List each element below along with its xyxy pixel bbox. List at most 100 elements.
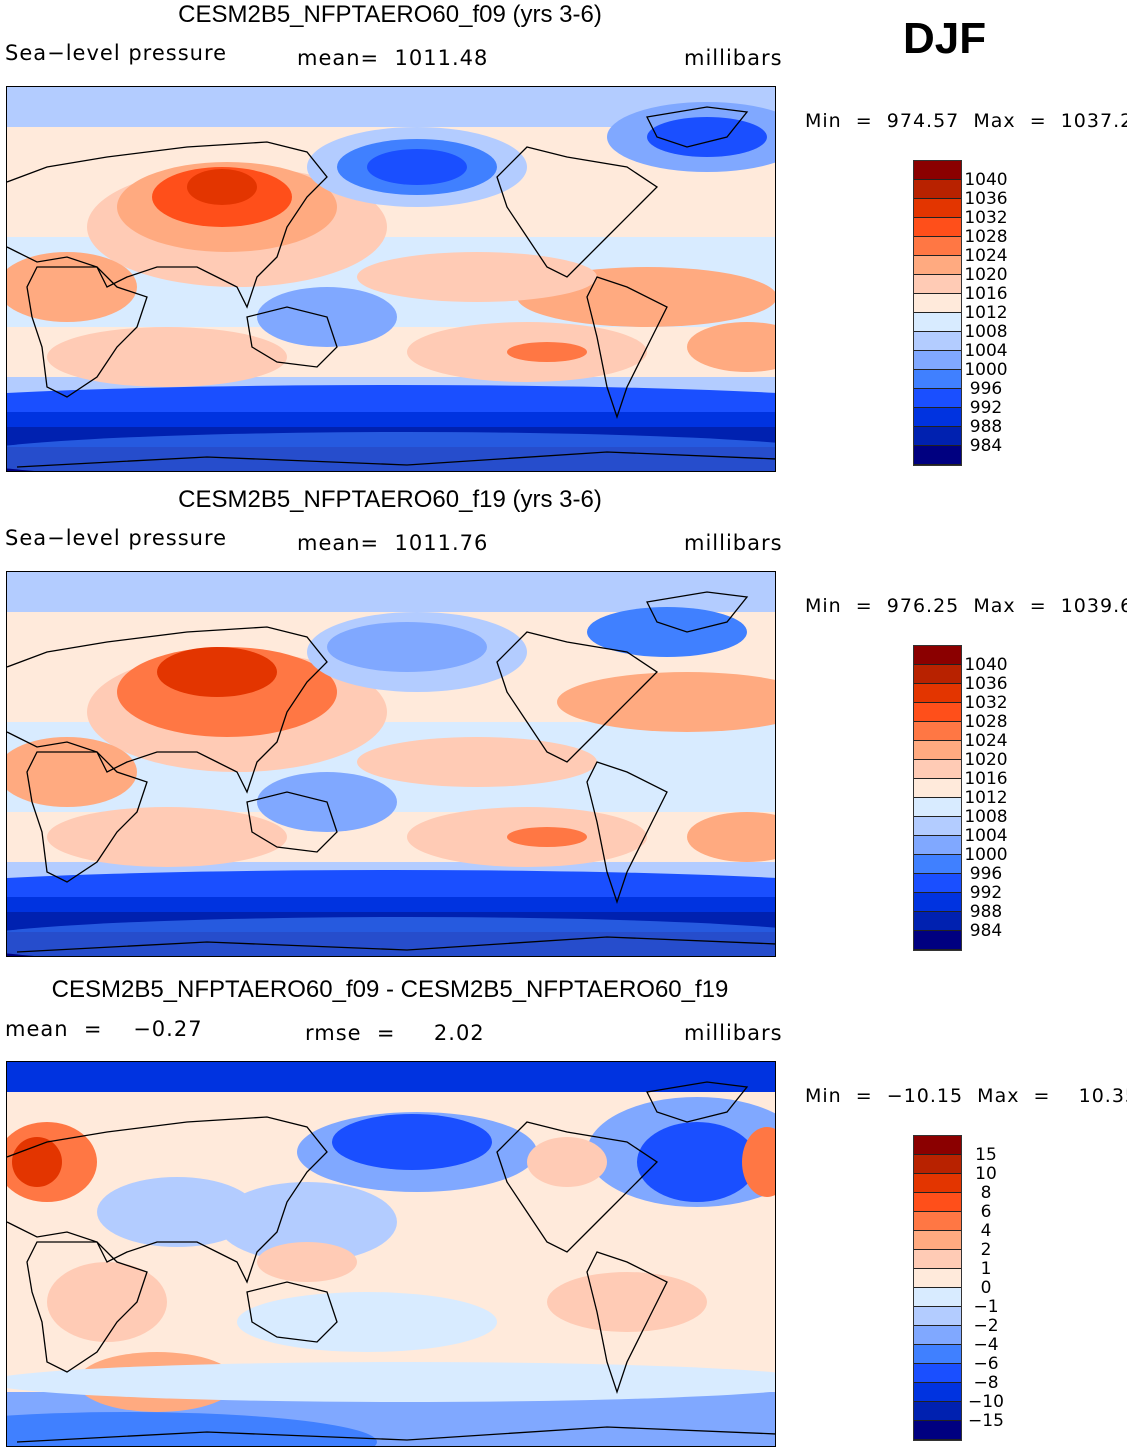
- colorbar-swatch: [914, 684, 961, 703]
- colorbar-swatch: [914, 1269, 961, 1288]
- colorbar-label: 1016: [964, 284, 1008, 304]
- colorbar-label: 1008: [964, 807, 1008, 827]
- panel-title: CESM2B5_NFPTAERO60_f09 (yrs 3-6): [178, 1, 602, 28]
- colorbar-label: 4: [980, 1221, 992, 1241]
- colorbar-swatch: [914, 351, 961, 370]
- colorbar-swatch: [914, 256, 961, 275]
- colorbar-label: 6: [980, 1202, 992, 1222]
- panel-title: CESM2B5_NFPTAERO60_f09 - CESM2B5_NFPTAER…: [51, 976, 729, 1003]
- colorbar-label: 1000: [964, 360, 1008, 380]
- field-contour: [367, 149, 467, 185]
- min-max-label: Min = −10.15 Max = 10.35: [805, 1085, 1127, 1107]
- field-contour: [357, 737, 597, 787]
- colorbar-label: 984: [969, 436, 1003, 456]
- field-contour: [12, 1137, 62, 1187]
- colorbar-swatch: [914, 1212, 961, 1231]
- colorbar-label: 1036: [964, 674, 1008, 694]
- colorbar-label: 1020: [964, 750, 1008, 770]
- field-contour: [587, 607, 747, 657]
- colorbar-label: 984: [969, 921, 1003, 941]
- colorbar-label: 996: [969, 864, 1003, 884]
- colorbar-swatch: [914, 1345, 961, 1364]
- colorbar-swatch: [914, 237, 961, 256]
- field-contour: [237, 1292, 497, 1352]
- colorbar-swatch: [914, 703, 961, 722]
- colorbar-label: −4: [973, 1335, 999, 1355]
- coastlines: [7, 1081, 775, 1443]
- field-contour: [527, 1137, 607, 1187]
- colorbar-label: 1028: [964, 712, 1008, 732]
- panel-center-stat: rmse = 2.02: [305, 1021, 485, 1045]
- colorbar-swatch: [914, 817, 961, 836]
- colorbar-label: −2: [973, 1316, 999, 1336]
- contour-map: [6, 571, 776, 957]
- colorbar-swatch: [914, 1231, 961, 1250]
- colorbar-swatch: [914, 1307, 961, 1326]
- colorbar-label: 988: [969, 902, 1003, 922]
- field-contour: [637, 1122, 757, 1202]
- colorbar: [913, 1135, 962, 1441]
- colorbar-label: 1024: [964, 246, 1008, 266]
- colorbar-label: 1032: [964, 693, 1008, 713]
- colorbar-swatch: [914, 1326, 961, 1345]
- colorbar-label: −8: [973, 1373, 999, 1393]
- panel-left-label: Sea−level pressure: [5, 526, 228, 550]
- field-band: [7, 572, 775, 612]
- colorbar-swatch: [914, 1136, 961, 1155]
- colorbar-swatch: [914, 218, 961, 237]
- colorbar-label: 1012: [964, 788, 1008, 808]
- colorbar-label: 8: [980, 1183, 992, 1203]
- field-contour: [687, 322, 775, 372]
- panel-left-label: mean = −0.27: [5, 1017, 203, 1041]
- panel-title: CESM2B5_NFPTAERO60_f19 (yrs 3-6): [178, 486, 602, 513]
- colorbar-label: −15: [968, 1411, 1004, 1431]
- field-contour: [97, 1177, 257, 1247]
- colorbar-label: 996: [969, 379, 1003, 399]
- colorbar-swatch: [914, 722, 961, 741]
- field-contour: [547, 1272, 707, 1332]
- contour-map: [6, 1061, 776, 1447]
- field-contour: [742, 1127, 775, 1197]
- colorbar-label: 15: [975, 1145, 997, 1165]
- field-band: [7, 1062, 775, 1092]
- colorbar-swatch: [914, 1288, 961, 1307]
- colorbar-swatch: [914, 1421, 961, 1440]
- colorbar: [913, 160, 962, 466]
- colorbar-label: 992: [969, 398, 1003, 418]
- field-contour: [7, 1362, 775, 1402]
- field-contour: [7, 737, 137, 807]
- colorbar-label: 1000: [964, 845, 1008, 865]
- field-contour: [187, 169, 257, 205]
- field-contour: [157, 647, 277, 697]
- field-contour: [217, 1182, 397, 1262]
- panel-units: millibars: [684, 531, 783, 555]
- field-contour: [47, 807, 287, 867]
- colorbar-label: 1016: [964, 769, 1008, 789]
- colorbar-swatch: [914, 893, 961, 912]
- colorbar-swatch: [914, 665, 961, 684]
- colorbar-label: 1028: [964, 227, 1008, 247]
- colorbar-swatch: [914, 912, 961, 931]
- field-contour: [357, 252, 597, 302]
- coastlines: [7, 106, 775, 468]
- colorbar: [913, 645, 962, 951]
- colorbar-swatch: [914, 779, 961, 798]
- colorbar-swatch: [914, 1193, 961, 1212]
- field-contour: [507, 827, 587, 847]
- colorbar-swatch: [914, 741, 961, 760]
- colorbar-label: 1040: [964, 655, 1008, 675]
- colorbar-swatch: [914, 180, 961, 199]
- colorbar-swatch: [914, 427, 961, 446]
- colorbar-label: 1024: [964, 731, 1008, 751]
- season-label: DJF: [903, 14, 987, 63]
- colorbar-label: 1032: [964, 208, 1008, 228]
- colorbar-swatch: [914, 332, 961, 351]
- min-max-label: Min = 974.57 Max = 1037.26: [805, 110, 1127, 132]
- colorbar-swatch: [914, 1383, 961, 1402]
- colorbar-label: 10: [975, 1164, 997, 1184]
- min-max-label: Min = 976.25 Max = 1039.63: [805, 595, 1127, 617]
- colorbar-label: 1008: [964, 322, 1008, 342]
- field-contour: [647, 117, 767, 157]
- colorbar-swatch: [914, 1402, 961, 1421]
- colorbar-swatch: [914, 855, 961, 874]
